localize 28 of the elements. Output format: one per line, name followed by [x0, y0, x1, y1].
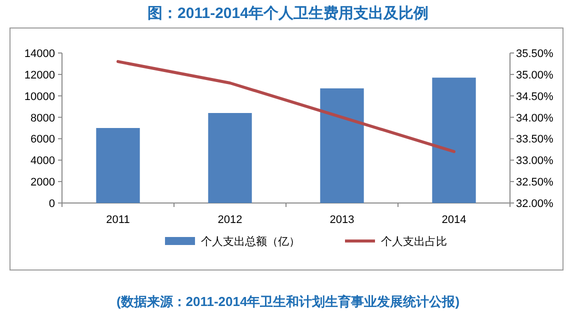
y2-tick-label: 32.50%: [516, 176, 554, 189]
y-tick-label: 2000: [30, 176, 55, 189]
legend-label: 个人支出总额（亿）: [201, 235, 300, 248]
y-tick-label: 12000: [24, 69, 55, 82]
chart-title: 图：2011-2014年个人卫生费用支出及比例: [148, 5, 428, 22]
x-tick-label: 2014: [442, 214, 466, 226]
y2-tick-label: 34.00%: [516, 112, 554, 124]
y-tick-label: 8000: [30, 112, 55, 124]
y2-tick-label: 33.00%: [516, 155, 554, 168]
text: (数据来源：2011-2014年卫生和计划生育事业发展统计公报): [116, 294, 460, 309]
y2-tick-label: 32.00%: [516, 198, 554, 210]
y2-tick-label: 33.50%: [516, 134, 554, 146]
x-tick-label: 2012: [218, 214, 242, 226]
y-tick-label: 10000: [24, 90, 55, 103]
y2-tick-label: 34.50%: [516, 90, 554, 103]
bar: [208, 113, 252, 203]
bar: [320, 88, 364, 203]
y2-tick-label: 35.00%: [516, 69, 554, 82]
y-tick-label: 4000: [30, 155, 55, 168]
y-tick-label: 6000: [30, 134, 55, 146]
y-tick-label: 14000: [24, 48, 55, 60]
bar: [432, 78, 476, 203]
y-tick-label: 0: [48, 198, 55, 210]
y2-tick-label: 35.50%: [516, 48, 554, 60]
x-tick-label: 2011: [106, 214, 130, 226]
bar: [96, 128, 140, 203]
legend-label: 个人支出占比: [381, 235, 447, 248]
x-tick-label: 2013: [330, 214, 354, 226]
